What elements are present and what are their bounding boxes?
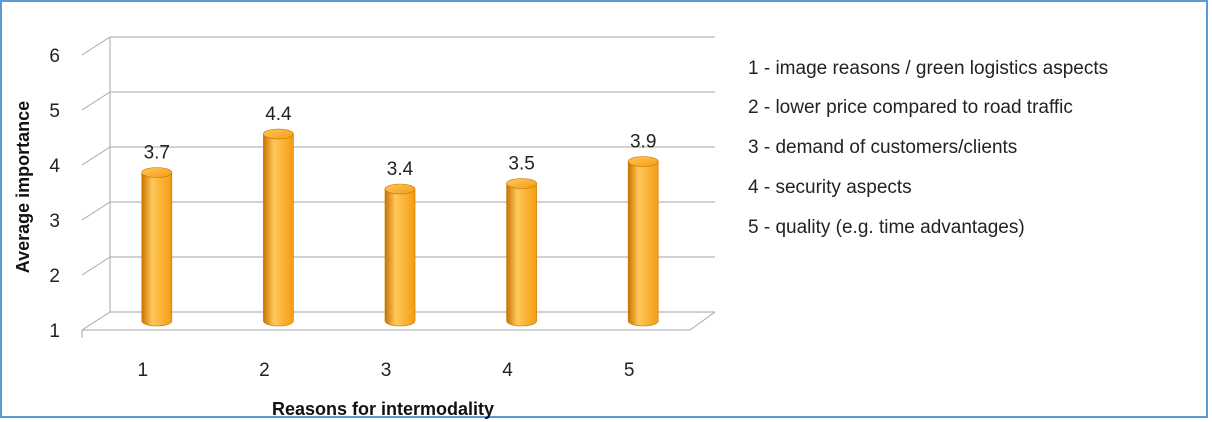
legend-item-5: 5 - quality (e.g. time advantages) <box>748 217 1025 238</box>
x-tick-label: 2 <box>259 360 270 381</box>
y-tick-label: 1 <box>49 321 60 342</box>
bar-2 <box>263 128 294 327</box>
legend-item-3: 3 - demand of customers/clients <box>748 137 1017 158</box>
x-tick-label: 4 <box>502 360 513 381</box>
data-label-3: 3.4 <box>387 159 414 180</box>
x-tick-label: 3 <box>381 360 392 381</box>
x-tick-label: 1 <box>138 360 149 381</box>
gridline-side-6 <box>81 36 111 56</box>
y-tick-label: 4 <box>49 156 60 177</box>
gridline-side-5 <box>81 91 111 111</box>
x-tick-label: 5 <box>624 360 635 381</box>
bars <box>141 128 659 327</box>
data-labels: 3.7 4.4 3.4 3.5 3.9 <box>144 104 657 180</box>
bar-1 <box>141 167 173 327</box>
bar-3 <box>384 183 416 327</box>
data-label-1: 3.7 <box>144 143 170 164</box>
y-tick-label: 2 <box>49 266 60 287</box>
tick-labels: 1 2 3 4 5 6 1 2 3 4 5 <box>49 46 634 381</box>
legend: 1 - image reasons / green logistics aspe… <box>748 58 1108 238</box>
y-tick-label: 5 <box>49 101 60 122</box>
gridline-side-3 <box>81 201 111 221</box>
y-tick-label: 6 <box>49 46 60 67</box>
floor-right-edge <box>689 311 716 331</box>
data-label-4: 3.5 <box>508 154 534 175</box>
x-axis-title: Reasons for intermodality <box>272 399 494 419</box>
gridline-side-4 <box>81 146 111 166</box>
legend-item-2: 2 - lower price compared to road traffic <box>748 97 1073 118</box>
y-axis-title: Average importance <box>13 101 33 273</box>
axes <box>81 37 716 338</box>
legend-item-4: 4 - security aspects <box>748 177 912 198</box>
data-label-2: 4.4 <box>265 104 292 125</box>
legend-item-1: 1 - image reasons / green logistics aspe… <box>748 58 1108 79</box>
bar-4 <box>506 178 537 327</box>
data-label-5: 3.9 <box>630 132 656 153</box>
bar-5 <box>627 156 659 327</box>
gridline-side-2 <box>81 256 111 276</box>
y-tick-label: 3 <box>49 211 60 232</box>
gridline-side-1 <box>81 311 111 331</box>
